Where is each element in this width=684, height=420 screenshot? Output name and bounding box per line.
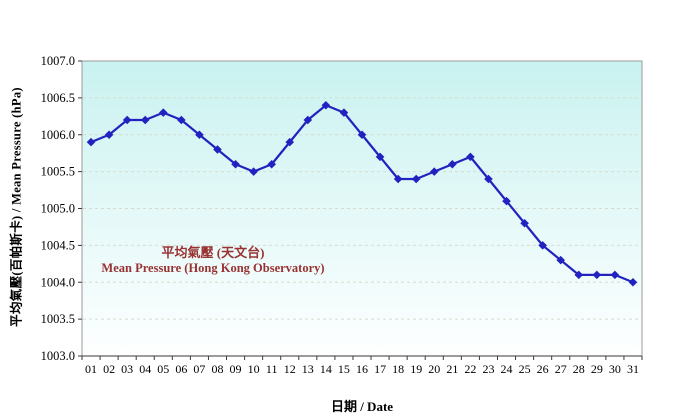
data-point-marker	[538, 241, 547, 250]
y-tick-label: 1004.0	[41, 275, 75, 289]
data-point-marker	[556, 255, 566, 265]
x-tick-label: 17	[374, 362, 386, 376]
x-tick-label: 20	[428, 362, 440, 376]
legend: 平均氣壓 (天文台) Mean Pressure (Hong Kong Obse…	[100, 245, 326, 277]
x-tick-label: 28	[573, 362, 585, 376]
data-point-marker	[195, 130, 204, 140]
data-point-marker	[158, 108, 168, 117]
data-point-marker	[104, 130, 114, 140]
x-tick-label: 09	[230, 362, 242, 376]
x-tick-label: 02	[103, 362, 115, 376]
y-tick-label: 1003.0	[41, 349, 75, 363]
data-point-marker	[140, 115, 150, 125]
data-point-marker	[285, 137, 295, 147]
x-tick-label: 06	[175, 362, 187, 376]
data-point-marker	[484, 174, 493, 184]
data-point-marker	[375, 152, 385, 162]
data-point-marker	[249, 167, 258, 176]
legend-label-chinese: 平均氣壓 (天文台)	[161, 245, 265, 260]
data-point-marker	[628, 277, 638, 287]
x-axis-title: 日期 / Date	[330, 399, 394, 414]
x-tick-label: 10	[248, 362, 260, 376]
data-point-marker	[574, 270, 584, 280]
x-tick-label: 03	[121, 362, 133, 376]
x-tick-label: 27	[555, 362, 567, 376]
data-point-marker	[267, 159, 276, 169]
x-tick-label: 19	[410, 362, 422, 376]
x-tick-label: 29	[591, 362, 603, 376]
y-axis-title: 平均氣壓(百帕斯卡) / Mean Pressure (hPa)	[9, 87, 24, 327]
y-tick-label: 1006.5	[41, 91, 75, 105]
data-point-marker	[122, 115, 132, 125]
data-point-marker	[357, 130, 367, 140]
x-tick-label: 22	[464, 362, 476, 376]
x-tick-label: 24	[501, 362, 513, 376]
data-point-marker	[429, 167, 439, 176]
data-point-marker	[502, 196, 511, 206]
y-tick-label: 1003.5	[41, 312, 75, 326]
x-tick-label: 16	[356, 362, 368, 376]
data-point-marker	[592, 270, 602, 280]
y-tick-label: 1005.0	[41, 202, 75, 216]
data-point-marker	[86, 137, 96, 147]
x-tick-label: 26	[537, 362, 549, 376]
x-tick-label: 12	[284, 362, 296, 376]
x-tick-label: 13	[302, 362, 314, 376]
x-tick-label: 08	[211, 362, 223, 376]
x-tick-label: 30	[609, 362, 621, 376]
x-tick-label: 31	[627, 362, 639, 376]
data-point-marker	[177, 115, 186, 125]
data-point-marker	[520, 218, 529, 228]
data-point-marker	[213, 145, 222, 154]
data-point-marker	[321, 100, 331, 110]
y-tick-label: 1005.5	[41, 165, 75, 179]
data-point-marker	[610, 270, 620, 280]
legend-label-english: Mean Pressure (Hong Kong Observatory)	[101, 261, 325, 276]
x-tick-label: 23	[482, 362, 494, 376]
y-tick-label: 1006.0	[41, 128, 75, 142]
y-tick-label: 1007.0	[41, 54, 75, 68]
data-point-marker	[303, 115, 313, 125]
data-point-marker	[231, 159, 240, 169]
x-tick-label: 01	[85, 362, 97, 376]
data-point-marker	[448, 159, 457, 169]
x-tick-label: 18	[392, 362, 404, 376]
data-point-marker	[466, 152, 475, 162]
x-tick-label: 25	[519, 362, 531, 376]
x-tick-label: 15	[338, 362, 350, 376]
data-point-marker	[411, 174, 421, 184]
x-tick-label: 04	[139, 362, 151, 376]
x-tick-label: 21	[446, 362, 458, 376]
x-tick-label: 14	[320, 362, 332, 376]
data-point-marker	[393, 174, 403, 184]
data-point-marker	[339, 108, 349, 117]
x-tick-label: 05	[157, 362, 169, 376]
x-tick-label: 07	[193, 362, 205, 376]
y-tick-label: 1004.5	[41, 238, 75, 252]
x-tick-label: 11	[266, 362, 278, 376]
